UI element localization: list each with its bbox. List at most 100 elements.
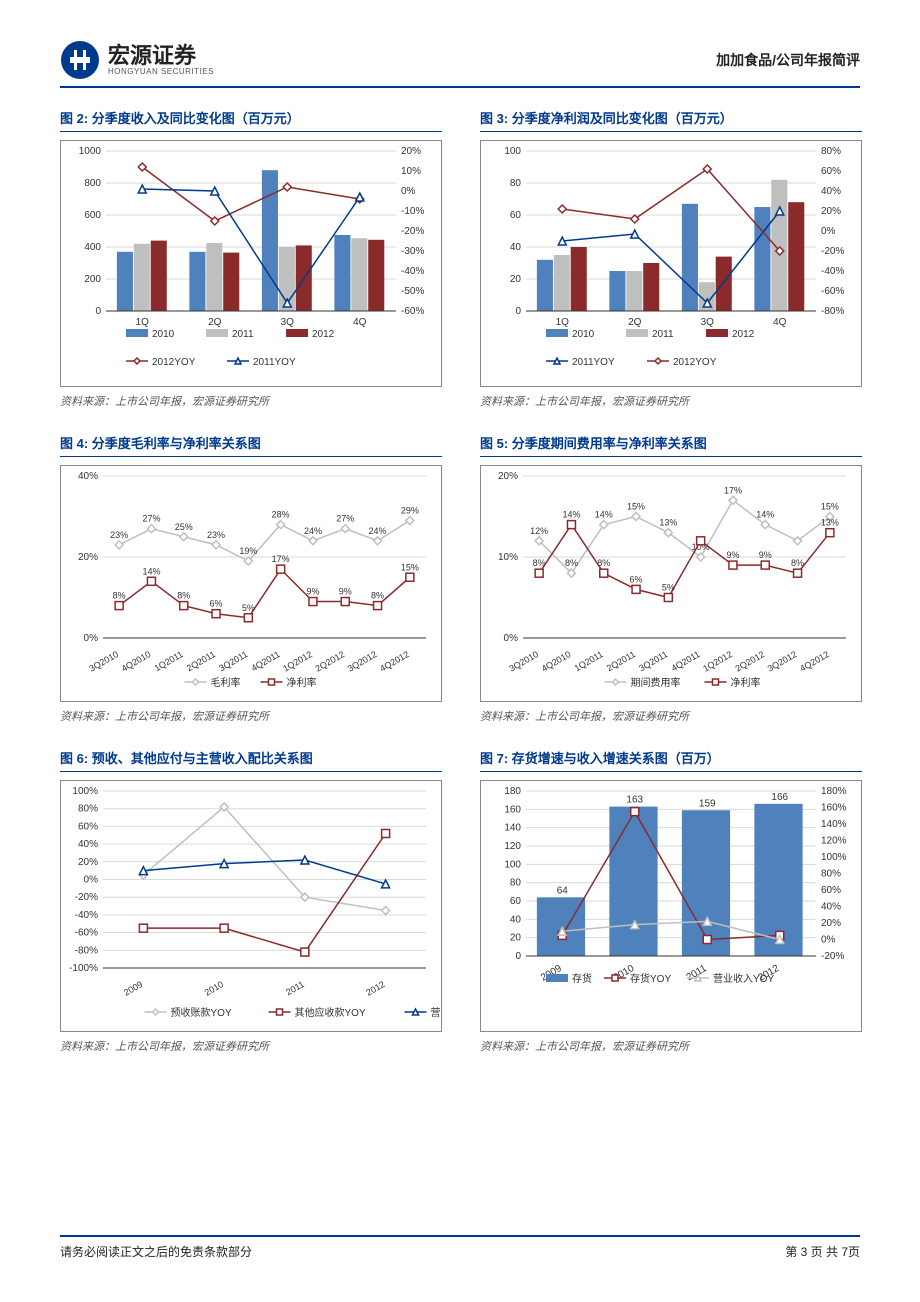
svg-text:-20%: -20% [821,951,844,962]
svg-text:3Q: 3Q [281,317,295,328]
svg-text:160%: 160% [821,803,847,814]
fig7-title: 图 7: 存货增速与收入增速关系图（百万） [480,748,862,772]
fig2-panel: 图 2: 分季度收入及同比变化图（百万元） 02004006008001000-… [60,108,442,409]
svg-text:1Q2012: 1Q2012 [281,649,314,674]
fig3-panel: 图 3: 分季度净利润及同比变化图（百万元） 020406080100-80%-… [480,108,862,409]
svg-text:29%: 29% [401,506,419,516]
svg-text:8%: 8% [791,558,804,568]
svg-text:0%: 0% [84,875,99,886]
svg-text:0%: 0% [821,226,836,237]
svg-text:20: 20 [510,274,522,285]
svg-text:0%: 0% [401,186,416,197]
svg-text:-20%: -20% [401,226,424,237]
svg-text:800: 800 [84,178,101,189]
svg-text:0%: 0% [821,935,836,946]
fig7-source: 资料来源：上市公司年报，宏源证券研究所 [480,1038,862,1054]
page-footer: 请务必阅读正文之后的免责条款部分 第 3 页 共 7页 [60,1235,860,1260]
svg-text:2Q2011: 2Q2011 [185,649,217,673]
svg-text:期间费用率: 期间费用率 [631,676,681,689]
svg-text:14%: 14% [562,510,580,520]
svg-text:9%: 9% [339,587,352,597]
svg-text:0: 0 [515,306,521,317]
svg-text:2011: 2011 [232,329,254,340]
svg-text:2Q2011: 2Q2011 [605,649,637,673]
svg-text:1Q2012: 1Q2012 [701,649,734,674]
svg-text:40%: 40% [821,186,841,197]
svg-text:2012YOY: 2012YOY [152,357,196,368]
svg-text:23%: 23% [207,530,225,540]
svg-text:4Q2011: 4Q2011 [249,649,281,673]
svg-text:20%: 20% [498,471,518,482]
svg-text:3Q2010: 3Q2010 [87,649,120,674]
svg-text:14%: 14% [142,566,160,576]
svg-text:2011: 2011 [284,979,306,997]
svg-text:10%: 10% [498,552,518,563]
svg-text:60%: 60% [821,885,841,896]
svg-text:20: 20 [510,933,522,944]
svg-text:-50%: -50% [401,286,424,297]
svg-text:60%: 60% [821,166,841,177]
svg-text:4Q2010: 4Q2010 [540,649,573,674]
svg-text:8%: 8% [565,558,578,568]
fig3-title: 图 3: 分季度净利润及同比变化图（百万元） [480,108,862,132]
svg-text:0%: 0% [84,633,99,644]
svg-text:15%: 15% [627,502,645,512]
svg-text:4Q: 4Q [773,317,787,328]
svg-text:3Q2010: 3Q2010 [507,649,540,674]
fig5-source: 资料来源：上市公司年报，宏源证券研究所 [480,708,862,724]
svg-text:-30%: -30% [401,246,424,257]
fig3-source: 资料来源：上市公司年报，宏源证券研究所 [480,393,862,409]
svg-text:1Q: 1Q [136,317,150,328]
svg-text:1Q2011: 1Q2011 [573,649,605,673]
svg-text:14%: 14% [595,510,613,520]
svg-text:12%: 12% [530,526,548,536]
logo: 宏源证券 HONGYUAN SECURITIES [60,40,214,80]
svg-text:19%: 19% [239,546,257,556]
svg-text:200: 200 [84,274,101,285]
report-title: 加加食品/公司年报简评 [716,50,860,70]
svg-text:8%: 8% [533,558,546,568]
svg-text:60: 60 [510,210,522,221]
svg-text:2010: 2010 [152,329,175,340]
svg-text:2012: 2012 [312,329,335,340]
svg-text:14%: 14% [756,510,774,520]
logo-name-en: HONGYUAN SECURITIES [108,68,214,77]
svg-text:160: 160 [504,804,521,815]
fig6-source: 资料来源：上市公司年报，宏源证券研究所 [60,1038,442,1054]
svg-text:存货: 存货 [572,972,592,985]
svg-text:2010: 2010 [203,979,225,998]
svg-text:-40%: -40% [75,910,98,921]
svg-text:120: 120 [504,841,521,852]
svg-text:159: 159 [699,798,716,809]
svg-text:4Q2012: 4Q2012 [378,649,411,674]
svg-text:2Q: 2Q [628,317,642,328]
fig4-panel: 图 4: 分季度毛利率与净利率关系图 0%20%40%3Q20104Q20101… [60,433,442,724]
svg-text:4Q2011: 4Q2011 [669,649,701,673]
svg-text:40: 40 [510,914,522,925]
svg-text:15%: 15% [401,562,419,572]
svg-text:17%: 17% [272,554,290,564]
svg-text:40%: 40% [78,839,98,850]
svg-text:2011YOY: 2011YOY [253,357,296,368]
svg-text:40%: 40% [821,902,841,913]
svg-text:140%: 140% [821,819,847,830]
fig7-panel: 图 7: 存货增速与收入增速关系图（百万） 020406080100120140… [480,748,862,1054]
svg-text:2011: 2011 [652,329,674,340]
svg-text:20%: 20% [78,857,98,868]
svg-text:163: 163 [626,795,643,806]
svg-text:64: 64 [557,885,569,896]
svg-text:3Q2012: 3Q2012 [346,649,379,674]
svg-text:2Q2012: 2Q2012 [314,649,347,674]
svg-text:180: 180 [504,786,521,797]
svg-text:6%: 6% [210,599,223,609]
svg-text:2012YOY: 2012YOY [673,357,717,368]
svg-text:6%: 6% [630,574,643,584]
svg-text:100%: 100% [72,786,98,797]
svg-text:-20%: -20% [75,892,98,903]
svg-text:23%: 23% [110,530,128,540]
svg-text:25%: 25% [175,522,193,532]
svg-text:3Q2011: 3Q2011 [217,649,249,673]
svg-text:15%: 15% [821,502,839,512]
svg-text:80: 80 [510,178,522,189]
svg-text:-80%: -80% [821,306,844,317]
